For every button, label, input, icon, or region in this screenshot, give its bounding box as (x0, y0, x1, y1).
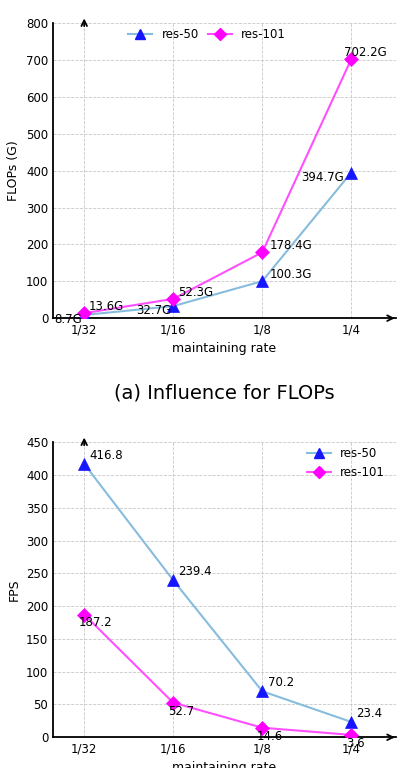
Text: (a) Influence for FLOPs: (a) Influence for FLOPs (114, 383, 335, 402)
X-axis label: maintaining rate: maintaining rate (172, 342, 277, 355)
Text: 394.7G: 394.7G (302, 170, 344, 184)
Text: 416.8: 416.8 (89, 449, 123, 462)
Text: 702.2G: 702.2G (344, 46, 387, 59)
Text: 100.3G: 100.3G (269, 268, 312, 281)
Legend: res-50, res-101: res-50, res-101 (124, 23, 291, 45)
Text: 32.7G: 32.7G (136, 304, 171, 317)
Y-axis label: FPS: FPS (7, 578, 20, 601)
Text: 52.3G: 52.3G (177, 286, 213, 299)
Text: 3.6: 3.6 (346, 737, 364, 750)
Y-axis label: FLOPs (G): FLOPs (G) (7, 141, 20, 201)
X-axis label: maintaining rate: maintaining rate (172, 760, 277, 768)
Text: 239.4: 239.4 (179, 565, 212, 578)
Text: 13.6G: 13.6G (89, 300, 124, 313)
Legend: res-50, res-101: res-50, res-101 (302, 442, 390, 484)
Text: 23.4: 23.4 (357, 707, 383, 720)
Text: 178.4G: 178.4G (269, 240, 312, 253)
Text: 52.7: 52.7 (168, 704, 194, 717)
Text: 14.6: 14.6 (257, 730, 283, 743)
Text: 70.2: 70.2 (268, 676, 294, 689)
Text: 8.7G: 8.7G (55, 313, 82, 326)
Text: 187.2: 187.2 (79, 616, 113, 629)
